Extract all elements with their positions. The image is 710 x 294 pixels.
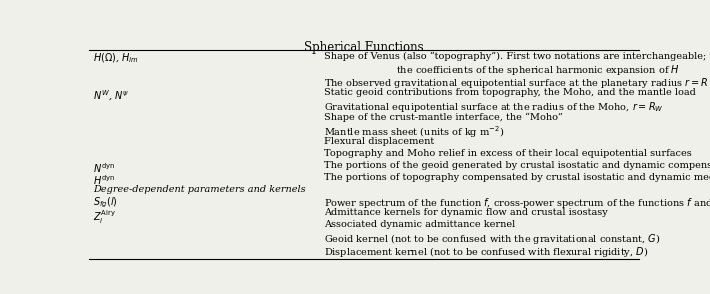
Text: Gravitational equipotential surface at the radius of the Moho, $r=R_W$: Gravitational equipotential surface at t… — [324, 100, 664, 114]
Text: Flexural displacement: Flexural displacement — [324, 137, 435, 146]
Text: The portions of the geoid generated by crustal isostatic and dynamic compensatio: The portions of the geoid generated by c… — [324, 161, 710, 170]
Text: Power spectrum of the function $f$, cross-power spectrum of the functions $f$ an: Power spectrum of the function $f$, cros… — [324, 196, 710, 210]
Text: $N^W$, $N^\psi$: $N^W$, $N^\psi$ — [93, 88, 129, 103]
Text: $Z_l^{\mathrm{Airy}}$: $Z_l^{\mathrm{Airy}}$ — [93, 208, 116, 226]
Text: Associated dynamic admittance kernel: Associated dynamic admittance kernel — [324, 220, 515, 229]
Text: the coefficients of the spherical harmonic expansion of $H$: the coefficients of the spherical harmon… — [395, 63, 679, 77]
Text: $H(\Omega)$, $H_{lm}$: $H(\Omega)$, $H_{lm}$ — [93, 51, 139, 65]
Text: Admittance kernels for dynamic flow and crustal isostasy: Admittance kernels for dynamic flow and … — [324, 208, 608, 217]
Text: Degree-dependent parameters and kernels: Degree-dependent parameters and kernels — [93, 186, 306, 194]
Text: The portions of topography compensated by crustal isostatic and dynamic mechanis: The portions of topography compensated b… — [324, 173, 710, 182]
Text: $N^{\mathrm{dyn}}$: $N^{\mathrm{dyn}}$ — [93, 161, 115, 175]
Text: Mantle mass sheet (units of kg m$^{-2}$): Mantle mass sheet (units of kg m$^{-2}$) — [324, 125, 504, 141]
Text: $H^{\mathrm{dyn}}$: $H^{\mathrm{dyn}}$ — [93, 173, 115, 187]
Text: Spherical Functions: Spherical Functions — [304, 41, 424, 54]
Text: $S_{fg}(l)$: $S_{fg}(l)$ — [93, 196, 118, 210]
Text: The observed gravitational equipotential surface at the planetary radius $r=R$ (: The observed gravitational equipotential… — [324, 76, 710, 90]
Text: Static geoid contributions from topography, the Moho, and the mantle load: Static geoid contributions from topograp… — [324, 88, 696, 97]
Text: Shape of Venus (also “topography”). First two notations are interchangeable; thi: Shape of Venus (also “topography”). Firs… — [324, 51, 710, 61]
Text: Displacement kernel (not to be confused with flexural rigidity, $D$): Displacement kernel (not to be confused … — [324, 245, 649, 258]
Text: Topography and Moho relief in excess of their local equipotential surfaces: Topography and Moho relief in excess of … — [324, 149, 692, 158]
Text: Geoid kernel (not to be confused with the gravitational constant, $G$): Geoid kernel (not to be confused with th… — [324, 232, 661, 246]
Text: Shape of the crust-mantle interface, the “Moho”: Shape of the crust-mantle interface, the… — [324, 112, 563, 122]
